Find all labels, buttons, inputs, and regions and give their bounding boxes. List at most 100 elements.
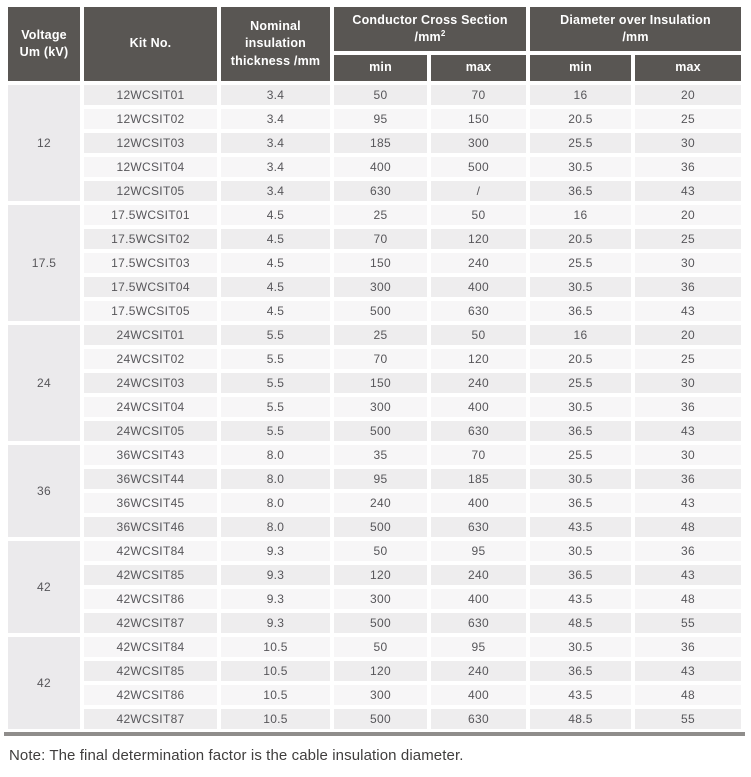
- thickness-cell: 5.5: [221, 421, 330, 441]
- thickness-cell: 5.5: [221, 373, 330, 393]
- kit-no-cell: 42WCSIT87: [84, 613, 217, 633]
- ccs-min-cell: 300: [334, 589, 427, 609]
- kit-no-cell: 24WCSIT03: [84, 373, 217, 393]
- ccs-max-cell: 185: [431, 469, 526, 489]
- table-row: 24 24WCSIT01 5.5 25 50 16 20: [8, 325, 741, 441]
- thickness-cell: 8.0: [221, 445, 330, 465]
- doi-max-cell: 20: [635, 325, 741, 345]
- ccs-max-cell: 400: [431, 685, 526, 705]
- kit-no-cell: 36WCSIT43: [84, 445, 217, 465]
- doi-min-cell: 25.5: [530, 253, 631, 273]
- thickness-cell: 4.5: [221, 277, 330, 297]
- doi-max-cell: 25: [635, 109, 741, 129]
- thickness-cell: 3.4: [221, 157, 330, 177]
- doi-min-cell: 30.5: [530, 469, 631, 489]
- ccs-max-cell: 95: [431, 637, 526, 657]
- kit-no-cell: 17.5WCSIT02: [84, 229, 217, 249]
- ccs-unit-superscript: 2: [440, 28, 446, 38]
- kit-no-cell: 12WCSIT03: [84, 133, 217, 153]
- doi-min-cell: 25.5: [530, 133, 631, 153]
- table-row: 36 36WCSIT43 8.0 35 70 25.5 30: [8, 445, 741, 537]
- ccs-min-cell: 50: [334, 541, 427, 561]
- ccs-min-cell: 500: [334, 613, 427, 633]
- doi-max-cell: 30: [635, 445, 741, 465]
- doi-min-cell: 25.5: [530, 445, 631, 465]
- ccs-max-cell: 300: [431, 133, 526, 153]
- doi-min-cell: 36.5: [530, 661, 631, 681]
- ccs-min-cell: 500: [334, 517, 427, 537]
- ccs-max-cell: 240: [431, 565, 526, 585]
- ccs-max-cell: 120: [431, 229, 526, 249]
- doi-max-cell: 20: [635, 205, 741, 225]
- voltage-group-cell: 12: [8, 85, 80, 201]
- doi-max-cell: 43: [635, 181, 741, 201]
- kit-no-cell: 24WCSIT04: [84, 397, 217, 417]
- ccs-min-cell: 150: [334, 373, 427, 393]
- doi-max-cell: 36: [635, 541, 741, 561]
- ccs-max-cell: 240: [431, 253, 526, 273]
- table-row: 24WCSIT04 5.5 300 400 30.5 36: [8, 397, 741, 417]
- ccs-max-cell: 630: [431, 613, 526, 633]
- kit-no-cell: 42WCSIT84: [84, 541, 217, 561]
- col-header-kit-no: Kit No.: [84, 7, 217, 81]
- thickness-cell: 4.5: [221, 253, 330, 273]
- table-row: 24WCSIT02 5.5 70 120 20.5 25: [8, 349, 741, 369]
- doi-max-cell: 30: [635, 253, 741, 273]
- ccs-min-cell: 70: [334, 229, 427, 249]
- ccs-min-cell: 300: [334, 397, 427, 417]
- doi-max-cell: 30: [635, 373, 741, 393]
- doi-max-cell: 36: [635, 157, 741, 177]
- thickness-cell: 3.4: [221, 181, 330, 201]
- col-header-insulation-thickness: Nominal insulation thickness /mm: [221, 7, 330, 81]
- doi-min-cell: 36.5: [530, 301, 631, 321]
- table-row: 36WCSIT46 8.0 500 630 43.5 48: [8, 517, 741, 537]
- doi-header-unit: /mm: [622, 30, 649, 44]
- ccs-max-cell: 630: [431, 421, 526, 441]
- table-bottom-rule: [4, 732, 745, 736]
- ccs-max-cell: 630: [431, 301, 526, 321]
- table-row: 42 42WCSIT84 10.5 50 95 30.5 36: [8, 637, 741, 729]
- kit-header-label: Kit No.: [129, 36, 172, 51]
- thickness-cell: 5.5: [221, 325, 330, 345]
- ccs-min-cell: 70: [334, 349, 427, 369]
- doi-min-cell: 48.5: [530, 709, 631, 729]
- thickness-cell: 4.5: [221, 229, 330, 249]
- thickness-header-line2: thickness /mm: [230, 53, 321, 68]
- kit-no-cell: 42WCSIT86: [84, 589, 217, 609]
- doi-max-cell: 36: [635, 277, 741, 297]
- thickness-cell: 5.5: [221, 397, 330, 417]
- thickness-cell: 10.5: [221, 685, 330, 705]
- doi-min-cell: 43.5: [530, 685, 631, 705]
- table-row: 42WCSIT87 10.5 500 630 48.5 55: [8, 709, 741, 729]
- voltage-header-line2: Um (kV): [19, 45, 69, 59]
- doi-max-cell: 20: [635, 85, 741, 105]
- thickness-cell: 9.3: [221, 565, 330, 585]
- doi-min-cell: 36.5: [530, 181, 631, 201]
- thickness-cell: 8.0: [221, 469, 330, 489]
- kit-no-cell: 12WCSIT04: [84, 157, 217, 177]
- doi-max-cell: 30: [635, 133, 741, 153]
- kit-no-cell: 42WCSIT85: [84, 661, 217, 681]
- table-row: 17.5WCSIT04 4.5 300 400 30.5 36: [8, 277, 741, 297]
- table-row: 42WCSIT85 10.5 120 240 36.5 43: [8, 661, 741, 681]
- doi-min-cell: 36.5: [530, 421, 631, 441]
- ccs-max-cell: 400: [431, 589, 526, 609]
- kit-no-cell: 42WCSIT84: [84, 637, 217, 657]
- ccs-max-cell: 400: [431, 397, 526, 417]
- doi-min-cell: 20.5: [530, 109, 631, 129]
- table-row: 12WCSIT02 3.4 95 150 20.5 25: [8, 109, 741, 129]
- ccs-max-cell: 240: [431, 661, 526, 681]
- col-header-voltage: Voltage Um (kV): [8, 7, 80, 81]
- thickness-cell: 4.5: [221, 301, 330, 321]
- ccs-min-cell: 300: [334, 277, 427, 297]
- col-header-diameter-over-insulation: Diameter over Insulation /mm: [530, 7, 741, 51]
- doi-min-cell: 43.5: [530, 589, 631, 609]
- doi-min-cell: 36.5: [530, 493, 631, 513]
- table-row: 36WCSIT44 8.0 95 185 30.5 36: [8, 469, 741, 489]
- thickness-cell: 4.5: [221, 205, 330, 225]
- table-row: 17.5WCSIT02 4.5 70 120 20.5 25: [8, 229, 741, 249]
- ccs-min-cell: 120: [334, 661, 427, 681]
- doi-min-cell: 30.5: [530, 277, 631, 297]
- footnote: Note: The final determination factor is …: [9, 747, 464, 764]
